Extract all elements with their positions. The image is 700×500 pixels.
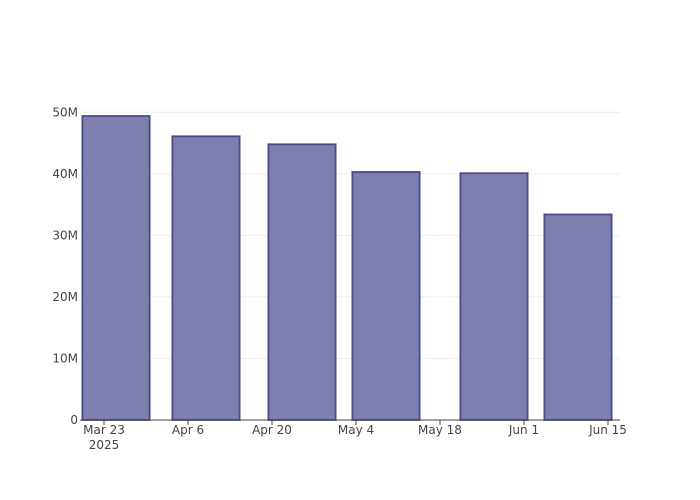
y-tick-label: 40M: [52, 167, 78, 181]
x-tick-label: May 4: [338, 423, 374, 437]
y-tick-label: 0: [70, 413, 78, 427]
x-tick-label: Apr 20: [252, 423, 292, 437]
x-tick-label: Jun 15: [588, 423, 627, 437]
bar: [459, 172, 529, 421]
bar: [267, 143, 337, 421]
y-tick-label: 30M: [52, 228, 78, 242]
bar: [81, 115, 151, 421]
x-tick-label: May 18: [418, 423, 462, 437]
y-tick-label: 10M: [52, 351, 78, 365]
bar: [351, 171, 421, 421]
y-tick-label: 50M: [52, 105, 78, 119]
x-tick-label: Jun 1: [508, 423, 539, 437]
bar: [543, 213, 613, 421]
bar: [171, 135, 241, 421]
x-tick-label: Apr 6: [172, 423, 204, 437]
y-tick-label: 20M: [52, 290, 78, 304]
x-tick-label: Mar 23 2025: [83, 423, 125, 452]
